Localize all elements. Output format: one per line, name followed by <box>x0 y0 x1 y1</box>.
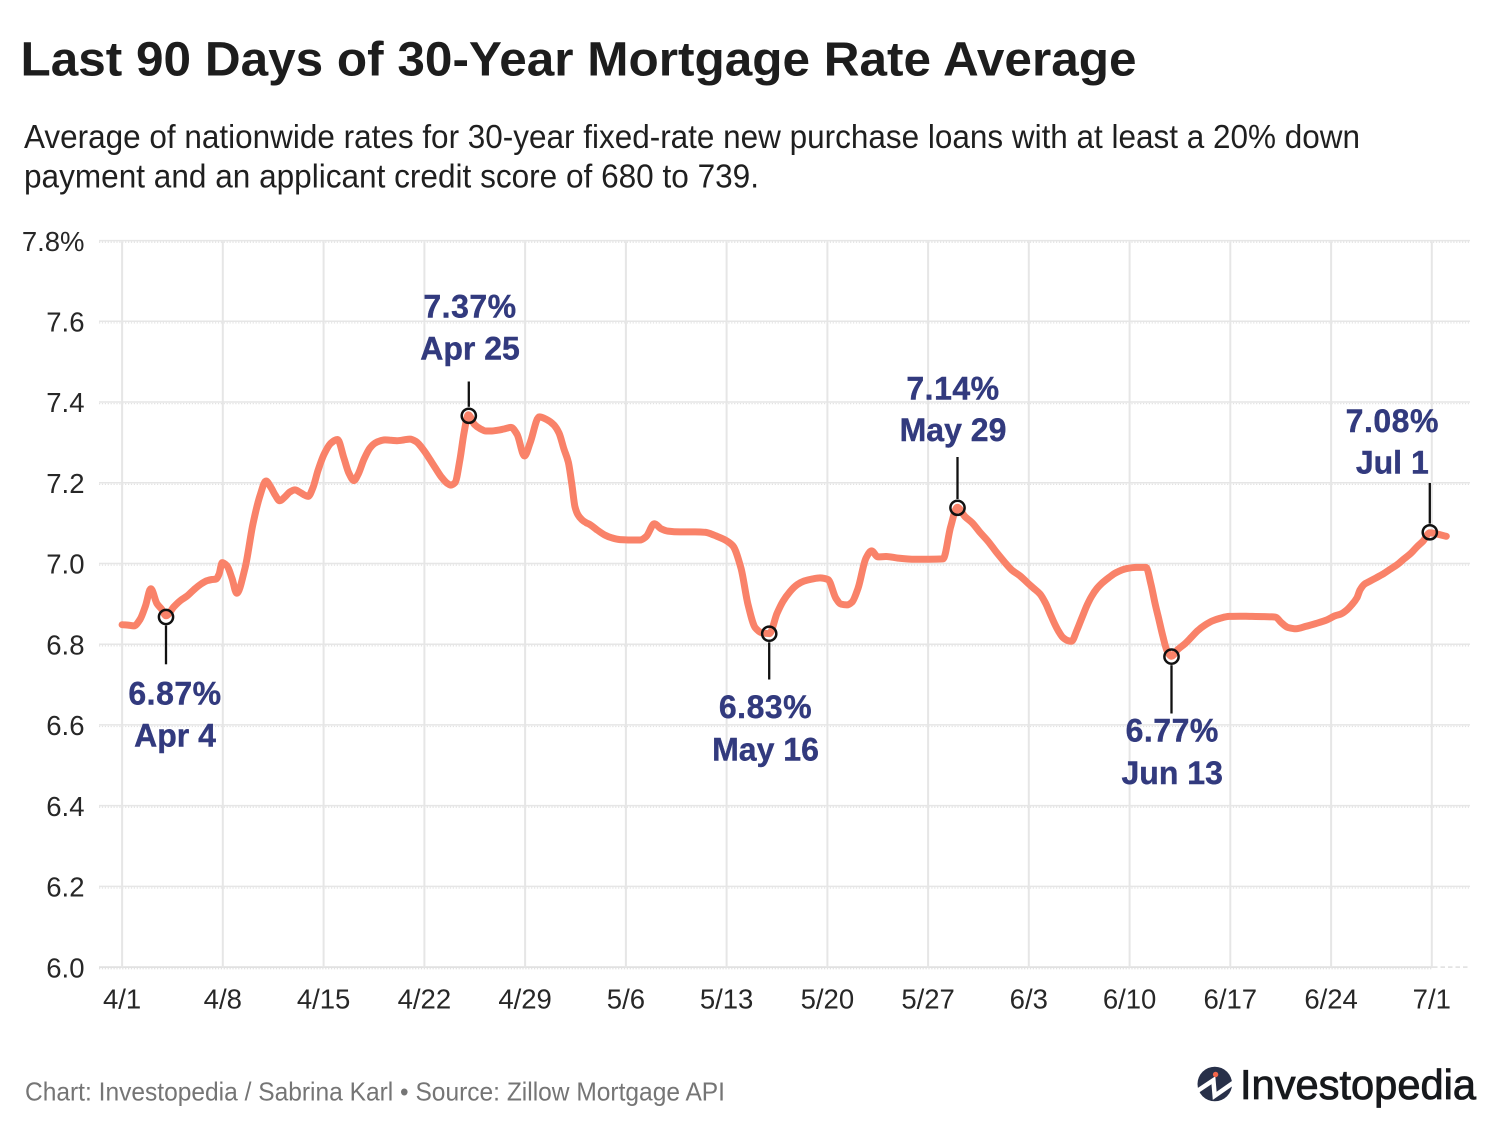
svg-text:Average of nationwide rates fo: Average of nationwide rates for 30-year … <box>24 119 1360 156</box>
svg-text:Apr 4: Apr 4 <box>134 718 216 754</box>
svg-text:5/27: 5/27 <box>901 984 955 1015</box>
svg-text:6.6: 6.6 <box>46 710 84 741</box>
svg-text:Apr 25: Apr 25 <box>420 331 520 367</box>
svg-text:7.14%: 7.14% <box>906 371 999 407</box>
svg-text:Last 90 Days of 30-Year Mortga: Last 90 Days of 30-Year Mortgage Rate Av… <box>21 34 1137 87</box>
svg-text:6.0: 6.0 <box>46 952 84 983</box>
svg-text:May 16: May 16 <box>712 732 819 768</box>
svg-text:7.8%: 7.8% <box>22 226 85 257</box>
svg-text:6.8: 6.8 <box>46 629 84 660</box>
svg-text:7.2: 7.2 <box>46 468 84 499</box>
svg-text:6.2: 6.2 <box>46 872 84 903</box>
svg-text:4/29: 4/29 <box>498 984 552 1015</box>
svg-text:7.4: 7.4 <box>46 387 84 418</box>
svg-text:5/20: 5/20 <box>801 984 855 1015</box>
svg-text:4/15: 4/15 <box>297 984 351 1015</box>
svg-text:4/8: 4/8 <box>204 984 242 1015</box>
svg-text:7.6: 7.6 <box>46 307 84 338</box>
svg-text:Jun 13: Jun 13 <box>1122 755 1223 791</box>
svg-text:5/13: 5/13 <box>700 984 754 1015</box>
svg-text:6.4: 6.4 <box>46 791 84 822</box>
svg-text:May 29: May 29 <box>900 412 1007 448</box>
svg-text:Investopedia: Investopedia <box>1240 1061 1477 1108</box>
svg-text:7.0: 7.0 <box>46 549 84 580</box>
svg-text:5/6: 5/6 <box>607 984 645 1015</box>
svg-text:6.83%: 6.83% <box>719 689 812 725</box>
svg-text:7.37%: 7.37% <box>423 288 516 324</box>
svg-text:6.87%: 6.87% <box>128 675 221 711</box>
svg-text:4/1: 4/1 <box>103 984 141 1015</box>
svg-text:payment and an applicant credi: payment and an applicant credit score of… <box>24 159 759 196</box>
svg-text:7.08%: 7.08% <box>1346 403 1439 439</box>
svg-text:6/3: 6/3 <box>1010 984 1048 1015</box>
svg-text:4/22: 4/22 <box>398 984 452 1015</box>
svg-text:Chart: Investopedia / Sabrina: Chart: Investopedia / Sabrina Karl • Sou… <box>25 1077 725 1107</box>
svg-text:6.77%: 6.77% <box>1126 712 1219 748</box>
svg-text:7/1: 7/1 <box>1413 984 1451 1015</box>
svg-text:Jul 1: Jul 1 <box>1356 444 1429 480</box>
svg-text:6/10: 6/10 <box>1103 984 1157 1015</box>
svg-text:6/24: 6/24 <box>1304 984 1358 1015</box>
svg-text:6/17: 6/17 <box>1204 984 1258 1015</box>
